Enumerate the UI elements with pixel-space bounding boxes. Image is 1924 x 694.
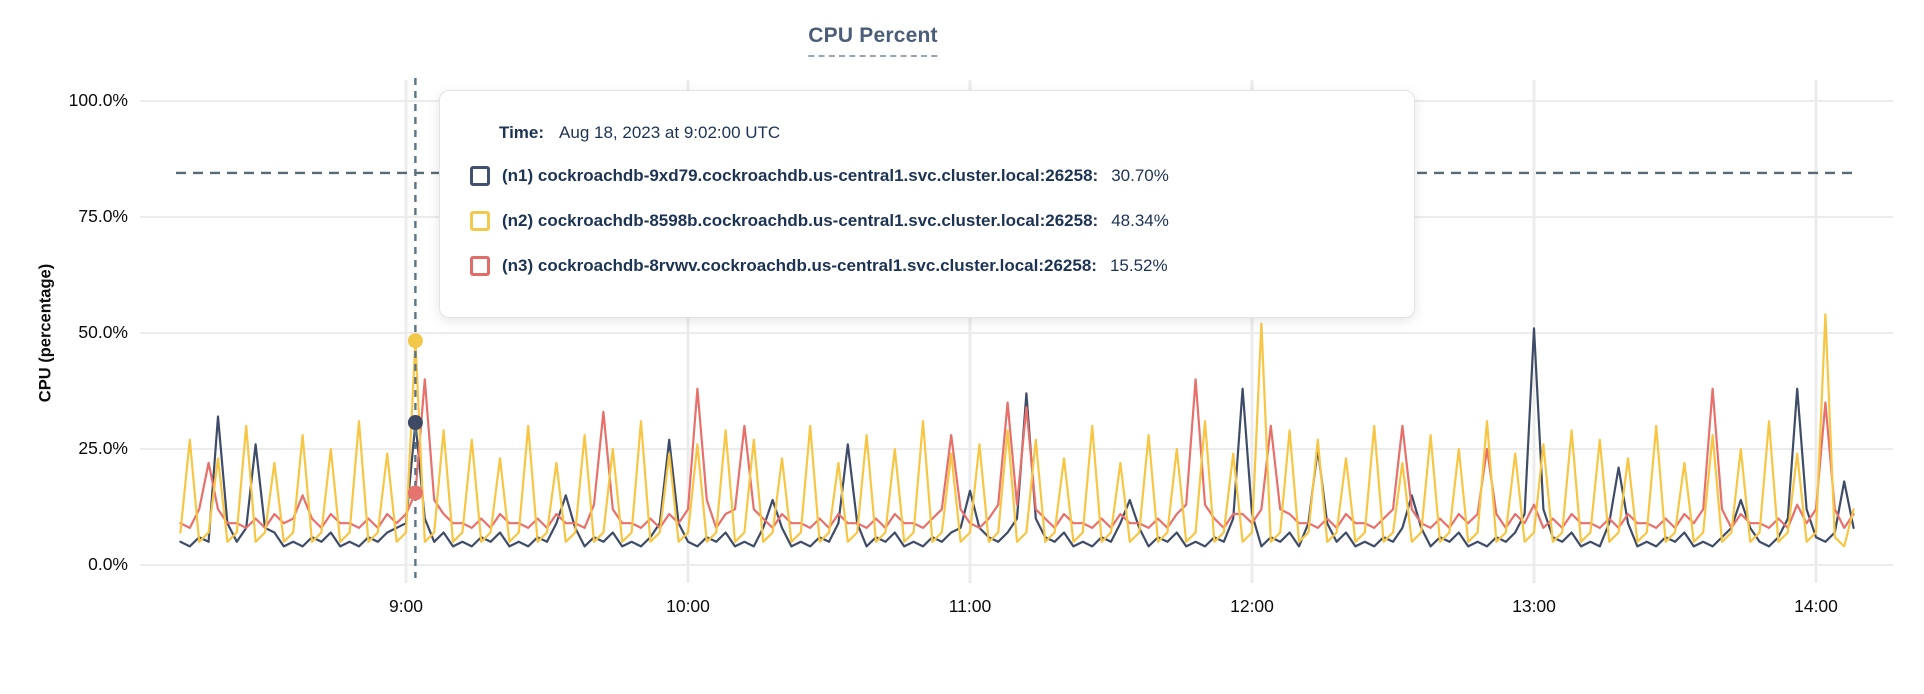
- y-tick-label: 75.0%: [78, 206, 128, 226]
- series-line-n2[interactable]: [179, 313, 1855, 548]
- chart-title: CPU Percent: [808, 24, 938, 57]
- series-label: (n3) cockroachdb-8rvwv.cockroachdb.us-ce…: [502, 256, 1097, 275]
- x-tick-label: 10:00: [666, 596, 710, 616]
- series-label: (n2) cockroachdb-8598b.cockroachdb.us-ce…: [502, 211, 1099, 230]
- hover-tooltip: Time: Aug 18, 2023 at 9:02:00 UTC (n1) co…: [439, 90, 1415, 318]
- x-tick-label: 12:00: [1230, 596, 1274, 616]
- tooltip-row-n1: (n1) cockroachdb-9xd79.cockroachdb.us-ce…: [470, 166, 1384, 186]
- y-tick-label: 25.0%: [78, 438, 128, 458]
- x-tick-label: 11:00: [948, 596, 992, 616]
- hover-point-n3[interactable]: [407, 485, 423, 501]
- series-line-n1[interactable]: [179, 327, 1855, 548]
- x-tick-label: 9:00: [388, 596, 424, 616]
- series-value: 48.34%: [1111, 211, 1169, 230]
- y-tick-label: 0.0%: [88, 554, 128, 574]
- hover-point-n1[interactable]: [407, 415, 423, 431]
- series-swatch-icon: [470, 256, 490, 276]
- tooltip-series-rows: (n1) cockroachdb-9xd79.cockroachdb.us-ce…: [470, 166, 1384, 276]
- series-value: 30.70%: [1111, 166, 1169, 185]
- y-tick-label: 100.0%: [68, 90, 128, 110]
- hover-point-n2[interactable]: [407, 333, 423, 349]
- tooltip-row-n3: (n3) cockroachdb-8rvwv.cockroachdb.us-ce…: [470, 256, 1384, 276]
- tooltip-time-label: Time:: [499, 123, 545, 142]
- tooltip-row-n2: (n2) cockroachdb-8598b.cockroachdb.us-ce…: [470, 211, 1384, 231]
- x-tick-label: 13:00: [1512, 596, 1556, 616]
- series-label: (n1) cockroachdb-9xd79.cockroachdb.us-ce…: [502, 166, 1099, 185]
- y-tick-label: 50.0%: [78, 322, 128, 342]
- series-value: 15.52%: [1109, 256, 1168, 275]
- tooltip-time-value: Aug 18, 2023 at 9:02:00 UTC: [559, 123, 781, 142]
- tooltip-time-row: Time: Aug 18, 2023 at 9:02:00 UTC: [499, 123, 1384, 143]
- series-line-n3[interactable]: [179, 378, 1855, 530]
- series-swatch-icon: [470, 211, 490, 231]
- x-tick-label: 14:00: [1794, 596, 1838, 616]
- series-swatch-icon: [470, 166, 490, 186]
